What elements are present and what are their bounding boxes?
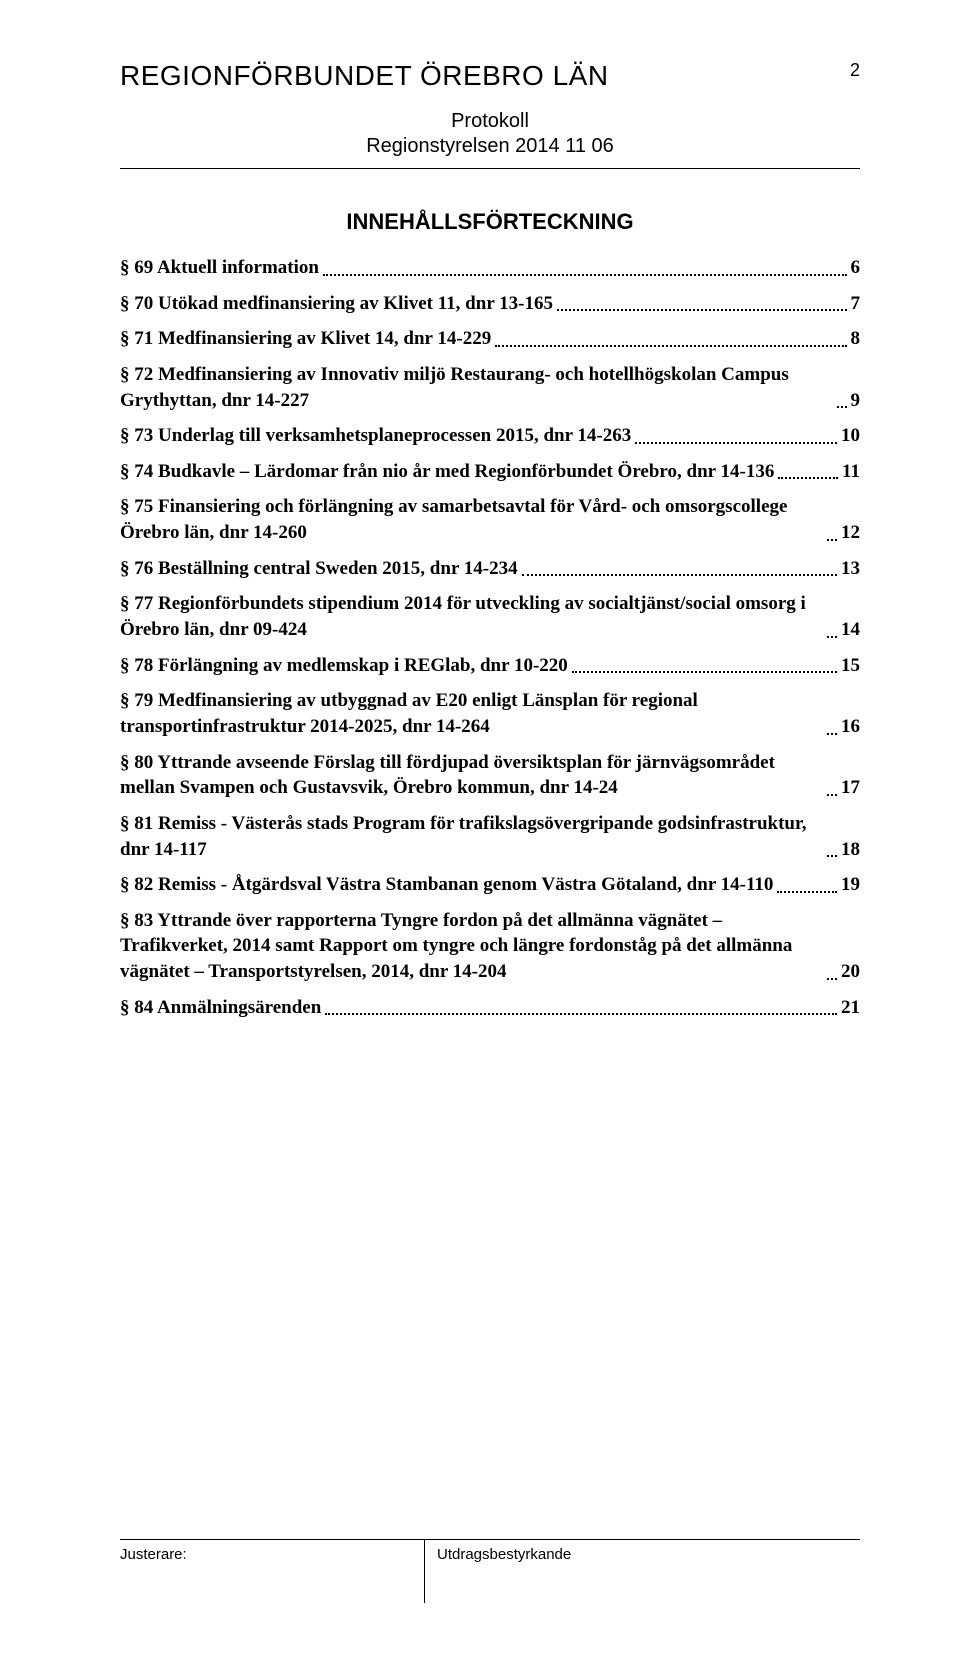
toc-leader	[827, 539, 837, 541]
toc-entry-label: § 81 Remiss - Västerås stads Program för…	[120, 811, 823, 862]
toc-leader	[837, 406, 847, 408]
toc-entry-page: 7	[851, 291, 861, 317]
toc-heading: INNEHÅLLSFÖRTECKNING	[120, 209, 860, 235]
doc-type: Protokoll	[120, 110, 860, 133]
toc-entry: § 81 Remiss - Västerås stads Program för…	[120, 811, 860, 862]
toc-leader	[572, 671, 837, 673]
toc-entry: § 69 Aktuell information 6	[120, 255, 860, 281]
toc-entry-page: 18	[841, 837, 860, 863]
toc-entry: § 84 Anmälningsärenden 21	[120, 995, 860, 1021]
toc-leader	[778, 477, 838, 479]
org-title: REGIONFÖRBUNDET ÖREBRO LÄN	[120, 60, 860, 92]
toc-leader	[323, 274, 847, 276]
toc-entry-label: § 82 Remiss - Åtgärdsval Västra Stambana…	[120, 872, 773, 898]
toc-entry: § 71 Medfinansiering av Klivet 14, dnr 1…	[120, 326, 860, 352]
toc-entry-page: 9	[851, 388, 861, 414]
toc-entry: § 80 Yttrande avseende Förslag till förd…	[120, 750, 860, 801]
footer-right-label: Utdragsbestyrkande	[425, 1540, 860, 1603]
footer-left-label: Justerare:	[120, 1540, 425, 1603]
toc-leader	[827, 855, 837, 857]
toc-entry: § 78 Förlängning av medlemskap i REGlab,…	[120, 653, 860, 679]
toc-entry-page: 13	[841, 556, 860, 582]
toc-entry-page: 11	[842, 459, 860, 485]
toc-leader	[522, 574, 837, 576]
toc-entry-page: 17	[841, 775, 860, 801]
toc-entry-page: 21	[841, 995, 860, 1021]
toc-entry: § 77 Regionförbundets stipendium 2014 fö…	[120, 591, 860, 642]
meeting-line: Regionstyrelsen 2014 11 06	[120, 135, 860, 158]
toc-entry: § 70 Utökad medfinansiering av Klivet 11…	[120, 291, 860, 317]
toc-entry-label: § 70 Utökad medfinansiering av Klivet 11…	[120, 291, 553, 317]
toc-entry-label: § 78 Förlängning av medlemskap i REGlab,…	[120, 653, 568, 679]
toc-entry: § 83 Yttrande över rapporterna Tyngre fo…	[120, 908, 860, 985]
toc-leader	[827, 733, 837, 735]
toc-entry-page: 6	[851, 255, 861, 281]
toc-entry-page: 8	[851, 326, 861, 352]
page: 2 REGIONFÖRBUNDET ÖREBRO LÄN Protokoll R…	[0, 0, 960, 1663]
toc-entry-page: 14	[841, 617, 860, 643]
toc-entry-label: § 69 Aktuell information	[120, 255, 319, 281]
toc-entry: § 72 Medfinansiering av Innovativ miljö …	[120, 362, 860, 413]
toc-entry-page: 12	[841, 520, 860, 546]
toc-entry-page: 15	[841, 653, 860, 679]
toc-entry-page: 16	[841, 714, 860, 740]
toc-entry-label: § 75 Finansiering och förlängning av sam…	[120, 494, 823, 545]
toc-entry-label: § 74 Budkavle – Lärdomar från nio år med…	[120, 459, 774, 485]
toc-leader	[827, 636, 837, 638]
toc-entry: § 75 Finansiering och förlängning av sam…	[120, 494, 860, 545]
toc-entry-page: 20	[841, 959, 860, 985]
toc-entry-page: 10	[841, 423, 860, 449]
toc-entry: § 76 Beställning central Sweden 2015, dn…	[120, 556, 860, 582]
toc-leader	[325, 1013, 837, 1015]
toc-entry-label: § 83 Yttrande över rapporterna Tyngre fo…	[120, 908, 823, 985]
toc-entry: § 79 Medfinansiering av utbyggnad av E20…	[120, 688, 860, 739]
footer: Justerare: Utdragsbestyrkande	[120, 1539, 860, 1603]
toc-entry: § 74 Budkavle – Lärdomar från nio år med…	[120, 459, 860, 485]
toc-entry-label: § 80 Yttrande avseende Förslag till förd…	[120, 750, 823, 801]
toc-leader	[557, 309, 847, 311]
toc-leader	[777, 891, 837, 893]
toc-entry: § 73 Underlag till verksamhetsplaneproce…	[120, 423, 860, 449]
toc-leader	[635, 442, 837, 444]
toc-list: § 69 Aktuell information 6 § 70 Utökad med…	[120, 255, 860, 1020]
toc-entry-page: 19	[841, 872, 860, 898]
toc-entry-label: § 72 Medfinansiering av Innovativ miljö …	[120, 362, 833, 413]
page-number: 2	[850, 60, 860, 81]
toc-entry-label: § 84 Anmälningsärenden	[120, 995, 321, 1021]
toc-entry: § 82 Remiss - Åtgärdsval Västra Stambana…	[120, 872, 860, 898]
toc-entry-label: § 79 Medfinansiering av utbyggnad av E20…	[120, 688, 823, 739]
toc-entry-label: § 76 Beställning central Sweden 2015, dn…	[120, 556, 518, 582]
toc-leader	[827, 794, 837, 796]
toc-entry-label: § 71 Medfinansiering av Klivet 14, dnr 1…	[120, 326, 491, 352]
footer-row: Justerare: Utdragsbestyrkande	[120, 1540, 860, 1603]
toc-leader	[827, 978, 837, 980]
toc-leader	[495, 345, 846, 347]
toc-entry-label: § 77 Regionförbundets stipendium 2014 fö…	[120, 591, 823, 642]
toc-entry-label: § 73 Underlag till verksamhetsplaneproce…	[120, 423, 631, 449]
header-rule	[120, 168, 860, 169]
